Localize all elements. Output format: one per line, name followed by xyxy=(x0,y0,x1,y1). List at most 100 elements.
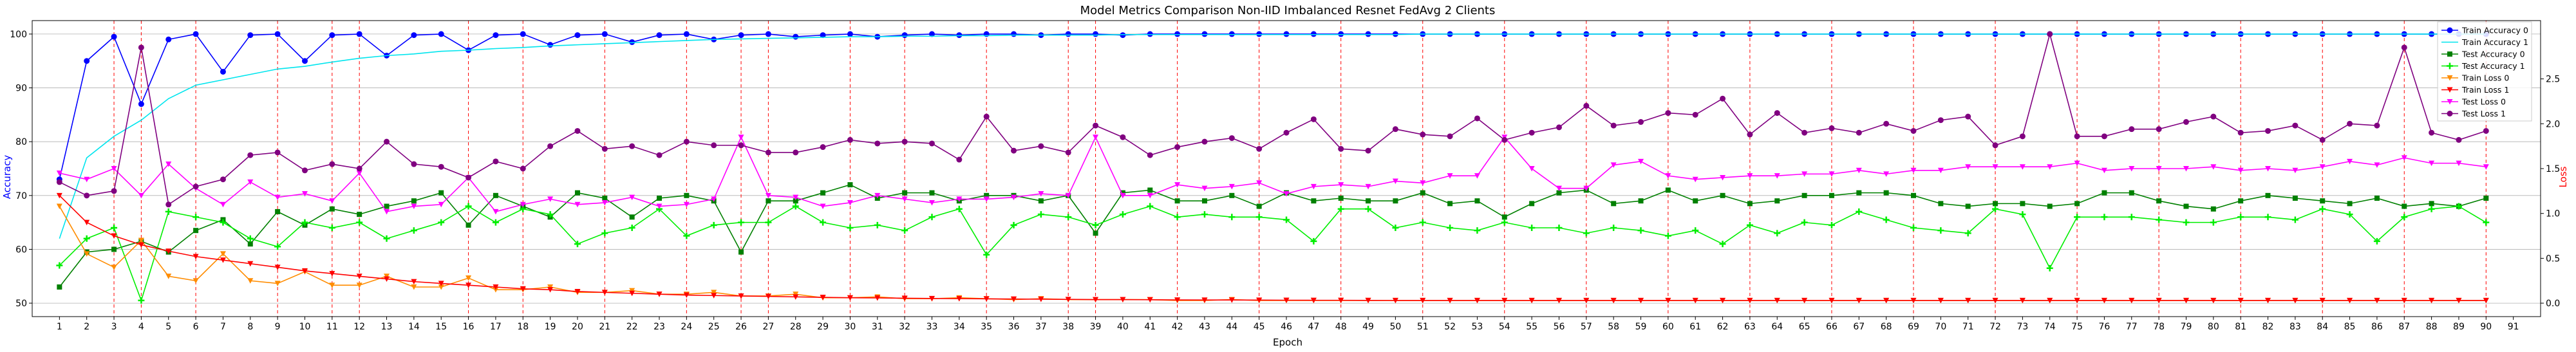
data-point xyxy=(928,31,935,37)
data-point xyxy=(1883,171,1890,177)
data-point xyxy=(1147,192,1153,199)
data-point xyxy=(1147,31,1153,37)
data-point xyxy=(1938,201,1944,207)
x-tick-label: 81 xyxy=(2235,322,2246,332)
data-point xyxy=(2101,190,2107,196)
data-point xyxy=(1610,162,1617,168)
data-point xyxy=(1256,145,1263,152)
legend-item: Train Accuracy 0 xyxy=(2441,26,2528,35)
data-point xyxy=(1255,214,1263,221)
data-point xyxy=(1201,31,1208,37)
legend-marker xyxy=(2447,87,2453,93)
data-point xyxy=(111,246,117,252)
data-point xyxy=(683,201,690,208)
data-point xyxy=(2456,160,2462,167)
data-point xyxy=(138,297,145,304)
data-point xyxy=(793,198,798,204)
x-tick-label: 21 xyxy=(599,322,610,332)
data-point xyxy=(1174,31,1181,37)
data-point xyxy=(1365,183,1371,190)
data-point xyxy=(1501,219,1508,226)
data-point xyxy=(84,219,90,226)
left-tick-label: 100 xyxy=(10,30,27,40)
data-point xyxy=(2074,297,2080,304)
series-line xyxy=(59,205,2487,302)
x-tick-label: 33 xyxy=(926,322,938,332)
data-point xyxy=(1501,136,1508,143)
data-point xyxy=(711,293,717,299)
legend-marker xyxy=(2447,75,2453,81)
data-point xyxy=(2292,122,2299,129)
data-point xyxy=(1992,297,1998,304)
x-tick-label: 73 xyxy=(2017,322,2028,332)
data-point xyxy=(601,145,608,152)
legend-marker xyxy=(2447,51,2452,57)
data-point xyxy=(2183,297,2189,304)
data-point xyxy=(329,206,335,212)
x-tick-label: 49 xyxy=(1362,322,1374,332)
data-point xyxy=(1174,144,1181,151)
data-point xyxy=(1992,164,1998,170)
data-point xyxy=(56,179,62,185)
data-point xyxy=(1310,116,1317,122)
data-point xyxy=(56,192,62,199)
data-point xyxy=(901,196,908,202)
data-point xyxy=(2456,297,2462,304)
chart-title: Model Metrics Comparison Non-IID Imbalan… xyxy=(1080,4,1496,17)
data-point xyxy=(356,219,363,226)
legend: Train Accuracy 0 Train Accuracy 1 Test Acc… xyxy=(2437,21,2532,122)
x-tick-label: 56 xyxy=(1554,322,1565,332)
data-point xyxy=(138,192,144,199)
data-point xyxy=(1747,297,1753,304)
data-point xyxy=(1120,134,1126,140)
data-point xyxy=(2292,196,2298,201)
data-point xyxy=(1420,297,1426,304)
data-point xyxy=(493,284,499,290)
data-point xyxy=(955,205,963,212)
data-point xyxy=(2428,205,2435,212)
data-point xyxy=(1883,190,1889,196)
data-point xyxy=(2456,136,2462,143)
x-tick-label: 42 xyxy=(1172,322,1183,332)
legend-item: Test Accuracy 0 xyxy=(2441,50,2525,59)
data-point xyxy=(1365,147,1371,154)
data-point xyxy=(465,203,472,210)
data-point xyxy=(1447,133,1453,140)
data-point xyxy=(275,208,281,214)
x-tick-label: 83 xyxy=(2289,322,2301,332)
data-point xyxy=(247,235,254,242)
data-point xyxy=(1774,230,1781,237)
data-point xyxy=(928,295,935,302)
data-point xyxy=(2347,158,2353,165)
data-point xyxy=(165,162,172,167)
data-point xyxy=(2374,297,2380,304)
data-point xyxy=(1038,198,1044,204)
data-point xyxy=(601,31,608,37)
data-point xyxy=(847,199,853,206)
data-point xyxy=(956,156,963,163)
data-point xyxy=(1392,297,1398,304)
data-point xyxy=(1392,225,1399,231)
data-point xyxy=(2238,198,2244,204)
x-tick-label: 24 xyxy=(681,322,692,332)
data-point xyxy=(901,32,908,39)
x-tick-label: 26 xyxy=(735,322,747,332)
data-point xyxy=(2101,167,2107,174)
data-point xyxy=(2401,297,2407,304)
series-test-loss-0 xyxy=(56,134,2489,215)
data-point xyxy=(847,182,853,188)
data-point xyxy=(820,144,826,151)
x-tick-label: 7 xyxy=(220,322,226,332)
x-tick-label: 19 xyxy=(545,322,556,332)
data-point xyxy=(984,192,990,198)
data-point xyxy=(1120,297,1126,303)
x-tick-label: 9 xyxy=(275,322,281,332)
data-point xyxy=(874,140,881,147)
data-point xyxy=(1638,119,1644,125)
x-tick-label: 18 xyxy=(517,322,529,332)
x-tick-label: 88 xyxy=(2426,322,2438,332)
data-point xyxy=(356,170,362,176)
data-point xyxy=(1093,297,1099,303)
legend-item: Test Loss 0 xyxy=(2441,97,2506,107)
